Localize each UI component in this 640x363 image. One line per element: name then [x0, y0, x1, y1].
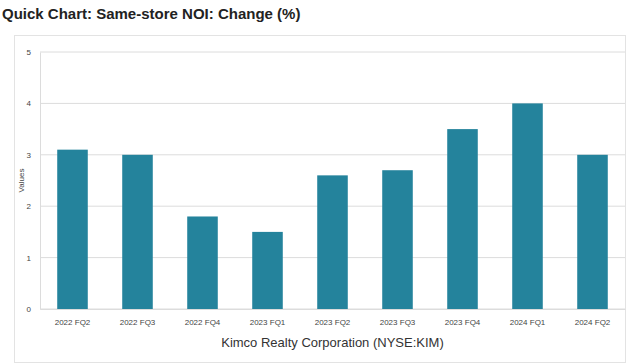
- y-tick-label: 4: [27, 99, 32, 108]
- x-tick: 2023 FQ4: [445, 309, 481, 327]
- x-axis-title: Kimco Realty Corporation (NYSE:KIM): [221, 335, 444, 350]
- x-tick-label: 2022 FQ3: [120, 318, 156, 327]
- y-axis: 0 1 2 3 4 5: [27, 48, 41, 314]
- y-tick-label: 0: [27, 305, 32, 314]
- bar: [317, 175, 348, 309]
- y-tick-label: 1: [27, 254, 32, 263]
- x-tick: 2024 FQ2: [575, 309, 611, 327]
- y-tick-label: 2: [27, 202, 32, 211]
- x-tick-label: 2022 FQ4: [185, 318, 221, 327]
- y-tick: 5: [27, 48, 40, 57]
- y-tick: 4: [27, 99, 40, 108]
- x-tick: 2023 FQ1: [250, 309, 286, 327]
- x-tick-label: 2024 FQ2: [575, 318, 611, 327]
- y-tick-label: 5: [27, 48, 32, 57]
- y-tick: 3: [27, 151, 40, 160]
- x-axis: 2022 FQ2 2022 FQ3 2022 FQ4 2023 FQ1 2023 FQ2…: [41, 309, 626, 327]
- x-tick: 2023 FQ3: [380, 309, 416, 327]
- bar: [512, 103, 543, 309]
- y-axis-line: [40, 53, 41, 310]
- x-tick: 2022 FQ4: [185, 309, 221, 327]
- x-tick-label: 2023 FQ4: [445, 318, 481, 327]
- x-tick: 2024 FQ1: [510, 309, 546, 327]
- x-tick: 2022 FQ3: [120, 309, 156, 327]
- bars: [57, 103, 608, 309]
- x-tick-label: 2023 FQ2: [315, 318, 351, 327]
- y-tick: 2: [27, 202, 40, 211]
- bar: [187, 216, 218, 309]
- x-tick-label: 2023 FQ1: [250, 318, 286, 327]
- y-axis-title: Values: [17, 169, 26, 193]
- bar: [382, 170, 413, 309]
- x-axis-line: [41, 309, 626, 310]
- bar: [57, 150, 88, 309]
- y-tick: 1: [27, 254, 40, 263]
- bar: [447, 129, 478, 309]
- x-tick: 2023 FQ2: [315, 309, 351, 327]
- chart-svg: Quick Chart: Same-store NOI: Change (%) 0…: [0, 0, 640, 363]
- x-tick: 2022 FQ2: [55, 309, 91, 327]
- y-tick: 0: [27, 305, 40, 314]
- x-tick-label: 2024 FQ1: [510, 318, 546, 327]
- grid: [40, 52, 625, 309]
- x-tick-label: 2022 FQ2: [55, 318, 91, 327]
- grid-line: [40, 52, 625, 53]
- bar: [577, 155, 608, 309]
- chart-frame: [15, 36, 626, 363]
- bar: [122, 155, 153, 309]
- y-tick-label: 3: [27, 151, 32, 160]
- bar: [252, 232, 283, 309]
- plot: 0123452022 FQ22022 FQ32022 FQ42023 FQ120…: [27, 48, 626, 327]
- title: Quick Chart: Same-store NOI: Change (%): [2, 5, 300, 22]
- x-tick-label: 2023 FQ3: [380, 318, 416, 327]
